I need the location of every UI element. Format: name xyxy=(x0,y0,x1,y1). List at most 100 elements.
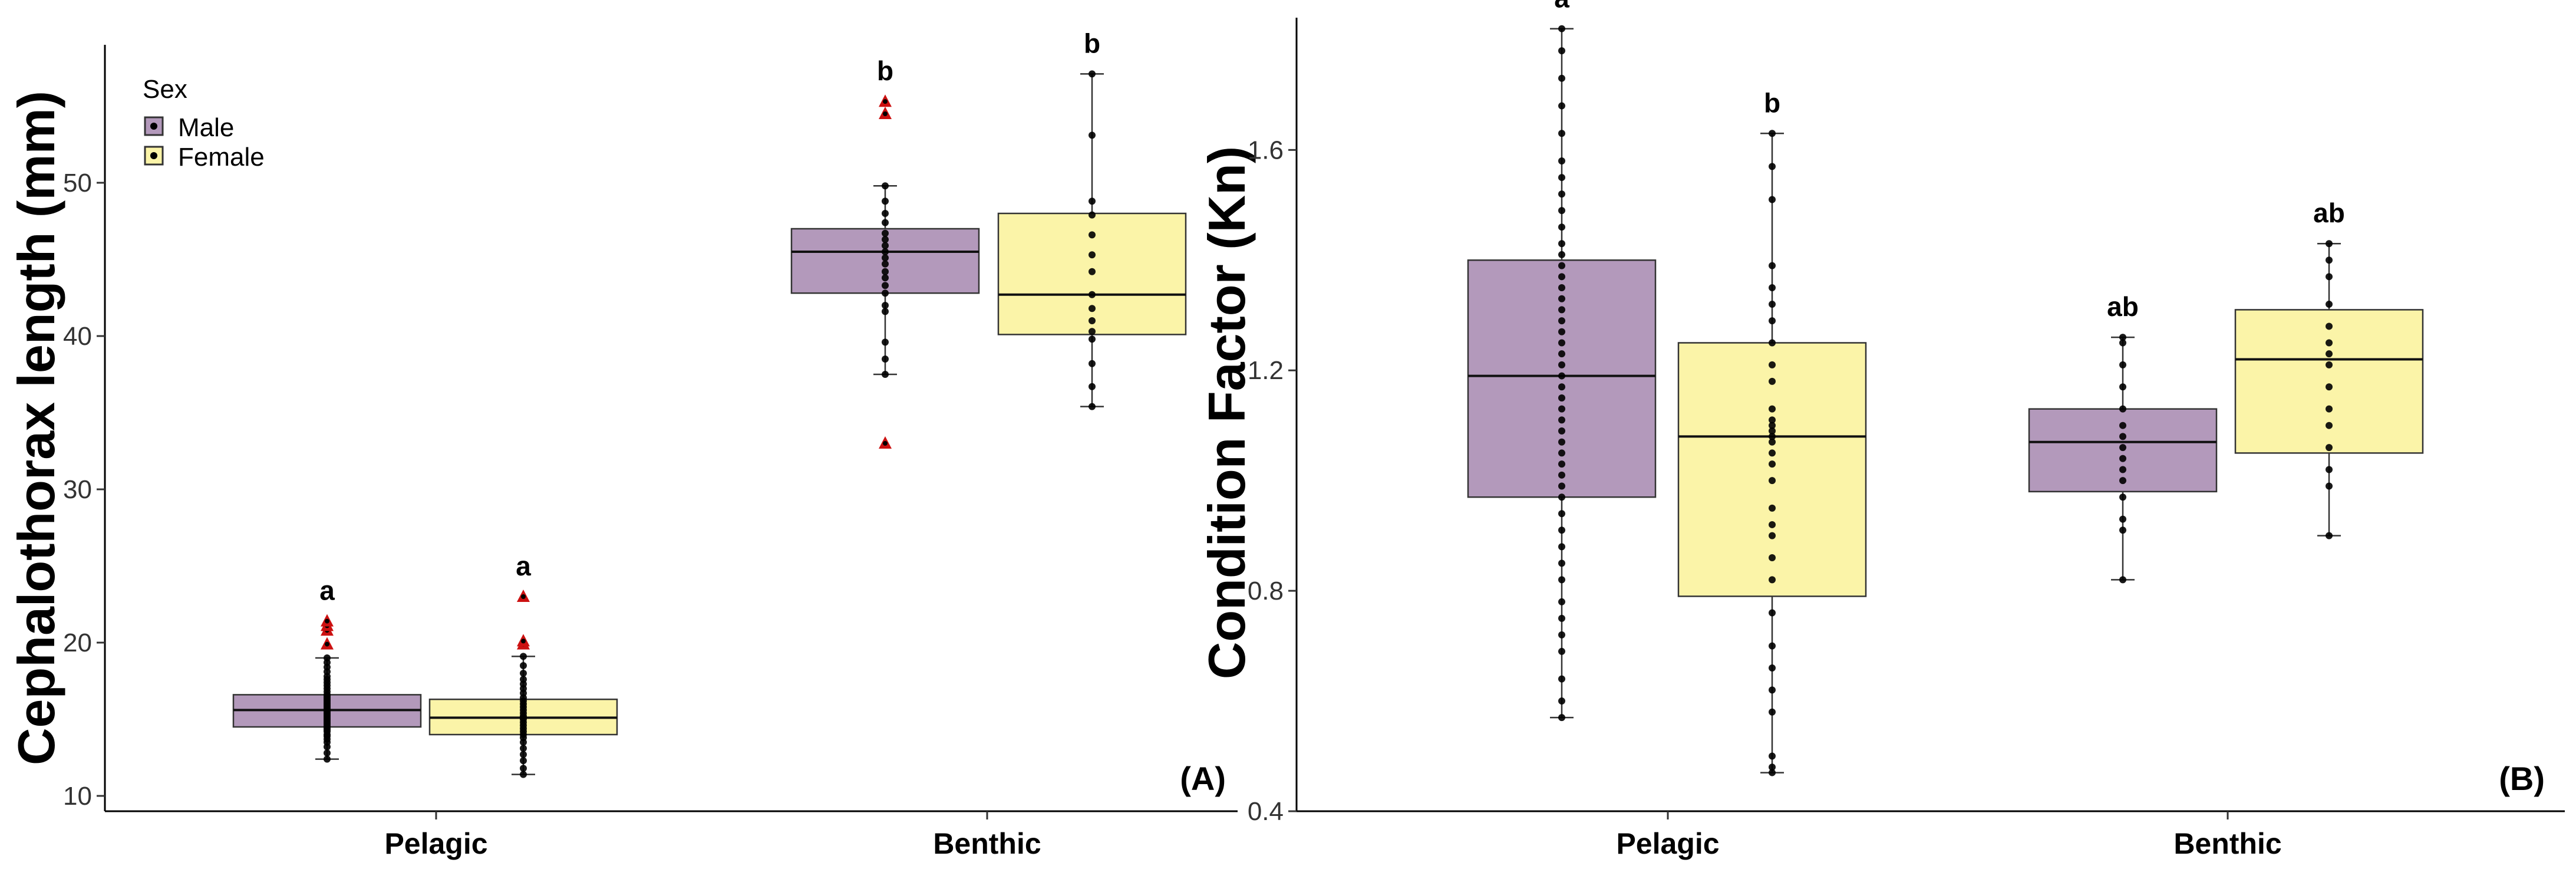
data-point xyxy=(1089,251,1096,259)
data-point xyxy=(2119,526,2126,534)
data-point xyxy=(2326,301,2333,308)
data-point xyxy=(1089,268,1096,275)
data-point xyxy=(1558,350,1565,358)
data-point xyxy=(1558,361,1565,368)
box-benthic-female xyxy=(2234,309,2424,454)
data-point xyxy=(1558,460,1565,468)
data-point xyxy=(882,236,889,243)
data-point xyxy=(1558,510,1565,518)
panel-a: Cephalothorax length (mm) (A) 10 20 30 40 50… xyxy=(7,28,1238,860)
data-point xyxy=(520,670,527,677)
data-point xyxy=(2326,350,2333,358)
outlier-point xyxy=(325,618,329,624)
data-point xyxy=(1769,554,1776,562)
x-category-label: Benthic xyxy=(933,827,1041,860)
data-point xyxy=(1558,273,1565,281)
y-tick-label: 50 xyxy=(63,169,92,198)
significance-letter-pelagic-male: a xyxy=(319,575,335,606)
data-point xyxy=(324,749,331,757)
data-point xyxy=(1769,405,1776,413)
significance-letter-pelagic-female: a xyxy=(516,551,531,581)
data-point xyxy=(1769,609,1776,617)
data-point xyxy=(882,242,889,249)
data-point xyxy=(1558,174,1565,182)
data-point xyxy=(2326,339,2333,347)
data-point xyxy=(2326,361,2333,368)
data-point xyxy=(1558,576,1565,584)
data-point xyxy=(1089,70,1096,78)
data-point xyxy=(1558,416,1565,424)
data-point xyxy=(1769,686,1776,694)
data-point xyxy=(1558,438,1565,446)
data-point xyxy=(1769,763,1776,771)
data-point xyxy=(1769,642,1776,650)
box-group-pelagic-male: a xyxy=(232,575,422,763)
y-tick-label: 1.2 xyxy=(1248,356,1284,385)
data-point xyxy=(1769,317,1776,325)
data-point xyxy=(1558,130,1565,137)
data-point xyxy=(1769,196,1776,203)
data-point xyxy=(1769,521,1776,528)
significance-letter-benthic-female: ab xyxy=(2313,198,2345,228)
data-point xyxy=(1558,427,1565,435)
panel-b: Condition Factor (Kn) (B) 0.4 0.8 1.2 1.6 P… xyxy=(1198,0,2565,860)
data-point xyxy=(2119,383,2126,391)
data-point xyxy=(882,282,889,289)
data-point xyxy=(2326,273,2333,281)
outlier-point xyxy=(325,641,329,647)
y-tick-label: 0.8 xyxy=(1248,577,1284,605)
data-point xyxy=(520,676,527,683)
box-group-benthic-male: b xyxy=(790,55,980,449)
data-point xyxy=(1558,372,1565,380)
data-point xyxy=(1558,306,1565,314)
data-point xyxy=(2119,455,2126,462)
data-point xyxy=(1558,471,1565,479)
data-point xyxy=(1558,240,1565,248)
data-point xyxy=(1769,708,1776,716)
data-point xyxy=(2326,322,2333,330)
data-point xyxy=(1558,383,1565,391)
data-point xyxy=(1089,231,1096,239)
data-point xyxy=(882,260,889,268)
data-point xyxy=(1558,526,1565,534)
data-point xyxy=(1089,131,1096,139)
outlier-point xyxy=(521,594,526,599)
data-point xyxy=(1769,163,1776,170)
y-tick-label: 0.4 xyxy=(1248,797,1284,826)
data-point xyxy=(1558,543,1565,551)
data-point xyxy=(2119,433,2126,440)
data-point xyxy=(520,765,527,772)
panel-a-x-categories: Pelagic Benthic xyxy=(384,811,1041,860)
box-group-benthic-female: b xyxy=(997,28,1187,410)
box-group-benthic-female: ab xyxy=(2234,198,2424,539)
data-point xyxy=(2326,532,2333,539)
data-point xyxy=(1769,460,1776,468)
data-point xyxy=(2119,361,2126,368)
data-point xyxy=(2119,576,2126,584)
panel-a-boxes: a a b b xyxy=(232,28,1187,778)
panel-b-boxes: ababab xyxy=(1467,0,2424,776)
data-point xyxy=(1089,198,1096,205)
outlier-point xyxy=(521,638,526,644)
data-point xyxy=(1769,262,1776,269)
panel-b-y-ticks: 0.4 0.8 1.2 1.6 xyxy=(1248,136,1297,826)
data-point xyxy=(1089,317,1096,324)
data-point xyxy=(1558,675,1565,683)
data-point xyxy=(882,308,889,315)
y-tick-label: 1.6 xyxy=(1248,136,1284,164)
box-group-pelagic-male: a xyxy=(1467,0,1657,722)
outlier-point xyxy=(883,99,888,104)
legend: Sex Male Female xyxy=(143,75,265,172)
data-point xyxy=(520,771,527,778)
data-point xyxy=(1089,328,1096,335)
data-point xyxy=(1558,251,1565,258)
data-point xyxy=(1558,47,1565,55)
data-point xyxy=(1769,449,1776,457)
panel-a-y-label: Cephalothorax length (mm) xyxy=(7,91,65,765)
data-point xyxy=(1558,714,1565,722)
data-point xyxy=(2326,256,2333,264)
data-point xyxy=(1558,449,1565,457)
data-point xyxy=(1769,284,1776,292)
legend-dot-male xyxy=(150,123,157,130)
